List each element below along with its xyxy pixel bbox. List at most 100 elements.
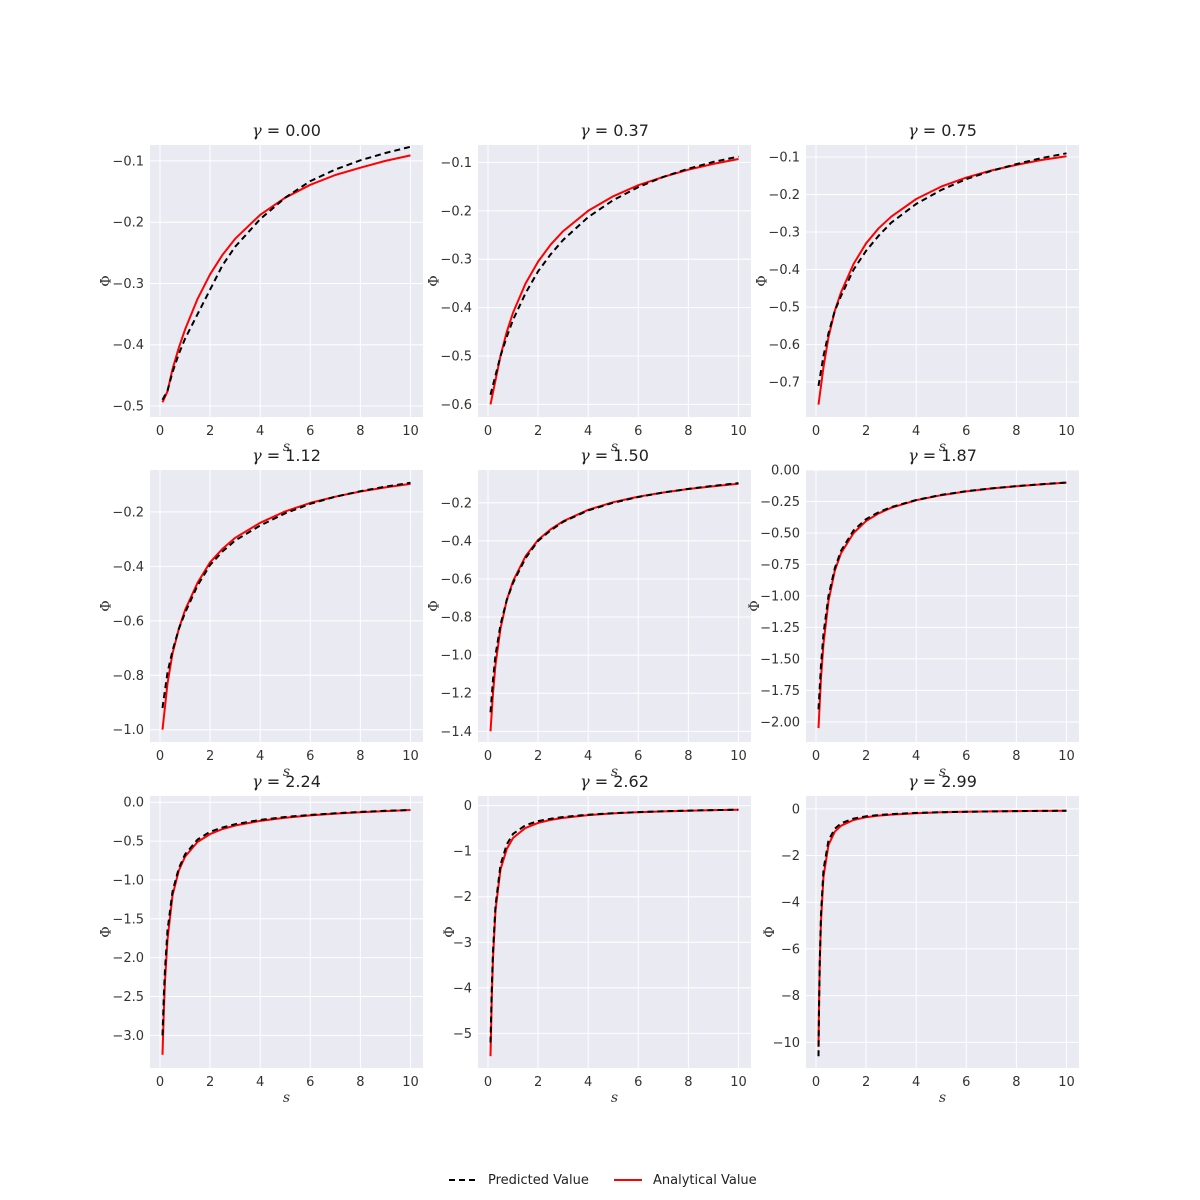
panel-3: 0 2 4 6 8 10 −0.7 −0.6 −0.5 −0.4 −0.3 −0.2 −0.1 s Φγ =… bbox=[755, 121, 1079, 455]
panels-layer: 0 2 4 6 8 10 −0.5 −0.4 −0.3 −0.2 −0.1 s Φγ = 0.00 0 2 4… bbox=[99, 121, 1079, 1106]
y-tick-label: −0.2 bbox=[112, 216, 144, 231]
y-tick-label: 0.00 bbox=[771, 464, 800, 479]
x-tick-label: 10 bbox=[1058, 749, 1075, 764]
series-predicted-line bbox=[489, 808, 739, 1043]
panel-5: 0 2 4 6 8 10 −1.4 −1.2 −1.0 −0.8 −0.6 −0.4 −0.2 s Φγ =… bbox=[427, 446, 751, 780]
y-axis-label: Φ bbox=[442, 926, 458, 937]
y-tick-label: −0.6 bbox=[112, 614, 144, 629]
y-tick-label: −0.5 bbox=[112, 399, 144, 414]
y-tick-label: −4 bbox=[453, 981, 472, 996]
gridlines bbox=[806, 145, 1079, 417]
x-tick-label: 0 bbox=[484, 424, 492, 439]
panel-background bbox=[478, 145, 751, 417]
y-tick-label: −0.3 bbox=[768, 226, 800, 241]
x-axis-label: s bbox=[939, 1090, 946, 1106]
x-tick-label: 0 bbox=[156, 1075, 164, 1090]
panel-title-symbol: γ bbox=[580, 446, 590, 465]
panel-title-value: = 2.99 bbox=[918, 772, 977, 791]
x-tick-label: 0 bbox=[156, 424, 164, 439]
gridlines bbox=[806, 796, 1079, 1068]
series-predicted-line bbox=[161, 809, 411, 1036]
x-tick-label: 10 bbox=[1058, 1075, 1075, 1090]
y-tick-label: −0.7 bbox=[768, 376, 800, 391]
series-predicted-line bbox=[817, 809, 1067, 1057]
panel-title: γ = 0.00 bbox=[252, 121, 321, 140]
y-tick-label: −1 bbox=[453, 845, 472, 860]
y-tick-label: −0.2 bbox=[440, 204, 472, 219]
y-tick-label: −3.0 bbox=[112, 1029, 144, 1044]
series-analytical-line bbox=[161, 482, 411, 730]
x-tick-label: 6 bbox=[306, 749, 314, 764]
panel-background bbox=[806, 470, 1079, 742]
panel-background bbox=[806, 796, 1079, 1068]
x-tick-label: 0 bbox=[484, 1075, 492, 1090]
x-axis-label: s bbox=[283, 439, 290, 455]
x-tick-label: 4 bbox=[912, 424, 920, 439]
y-tick-label: −0.2 bbox=[112, 505, 144, 520]
panel-title: γ = 2.62 bbox=[580, 772, 649, 791]
y-tick-label: −1.0 bbox=[112, 873, 144, 888]
x-tick-label: 10 bbox=[730, 1075, 747, 1090]
panel-background bbox=[150, 470, 423, 742]
panel-title-value: = 1.12 bbox=[262, 446, 321, 465]
x-tick-label: 8 bbox=[356, 424, 364, 439]
x-tick-label: 8 bbox=[356, 749, 364, 764]
panel-title-symbol: γ bbox=[580, 772, 590, 791]
y-tick-label: −0.5 bbox=[768, 301, 800, 316]
y-tick-label: −10 bbox=[773, 1036, 800, 1051]
gridlines bbox=[478, 796, 751, 1068]
y-axis-label: Φ bbox=[427, 275, 443, 286]
x-tick-label: 6 bbox=[306, 1075, 314, 1090]
panel-title-value: = 1.50 bbox=[590, 446, 649, 465]
series-predicted-line bbox=[161, 145, 411, 401]
y-tick-label: −2 bbox=[453, 890, 472, 905]
x-axis-label: s bbox=[611, 439, 618, 455]
gridlines bbox=[478, 470, 751, 742]
y-axis-label: Φ bbox=[427, 600, 443, 611]
x-tick-label: 0 bbox=[812, 1075, 820, 1090]
y-tick-label: −0.75 bbox=[760, 558, 800, 573]
x-tick-label: 4 bbox=[256, 1075, 264, 1090]
x-tick-label: 4 bbox=[256, 424, 264, 439]
y-tick-label: −1.25 bbox=[760, 621, 800, 636]
panel-title-symbol: γ bbox=[252, 446, 262, 465]
x-tick-label: 4 bbox=[584, 1075, 592, 1090]
y-tick-label: −1.75 bbox=[760, 684, 800, 699]
panel-title-value: = 1.87 bbox=[918, 446, 977, 465]
panel-title-value: = 2.62 bbox=[590, 772, 649, 791]
x-tick-label: 0 bbox=[156, 749, 164, 764]
y-tick-label: −0.4 bbox=[768, 263, 800, 278]
y-tick-label: −0.3 bbox=[112, 277, 144, 292]
panel-8: 0 2 4 6 8 10 −5 −4 −3 −2 −1 0 s Φγ = 2.62 bbox=[442, 772, 751, 1106]
y-tick-label: −6 bbox=[781, 942, 800, 957]
panel-background bbox=[478, 796, 751, 1068]
x-tick-label: 8 bbox=[684, 1075, 692, 1090]
y-axis-label: Φ bbox=[755, 275, 771, 286]
x-tick-label: 8 bbox=[1012, 424, 1020, 439]
x-tick-label: 2 bbox=[534, 424, 542, 439]
x-tick-label: 2 bbox=[534, 749, 542, 764]
x-tick-label: 8 bbox=[1012, 1075, 1020, 1090]
panel-title-value: = 0.00 bbox=[262, 121, 321, 140]
panel-background bbox=[478, 470, 751, 742]
y-tick-label: −0.1 bbox=[768, 151, 800, 166]
x-axis-label: s bbox=[283, 764, 290, 780]
panel-6: 0 2 4 6 8 10 −2.00 −1.75 −1.50 −1.25 −1.00 −0.75 −0.… bbox=[747, 446, 1079, 780]
y-tick-label: −0.6 bbox=[440, 398, 472, 413]
x-tick-label: 6 bbox=[306, 424, 314, 439]
y-tick-label: −4 bbox=[781, 896, 800, 911]
x-tick-label: 4 bbox=[912, 1075, 920, 1090]
x-tick-label: 0 bbox=[484, 749, 492, 764]
x-tick-label: 10 bbox=[402, 749, 419, 764]
y-axis-label: Φ bbox=[762, 926, 778, 937]
y-axis-label: Φ bbox=[747, 600, 763, 611]
y-tick-label: −2.5 bbox=[112, 990, 144, 1005]
x-tick-label: 8 bbox=[684, 749, 692, 764]
x-tick-label: 0 bbox=[812, 424, 820, 439]
x-axis-label: s bbox=[939, 764, 946, 780]
panel-title-value: = 2.24 bbox=[262, 772, 321, 791]
y-tick-label: −0.50 bbox=[760, 526, 800, 541]
y-tick-label: −1.00 bbox=[760, 589, 800, 604]
legend-analytical-label: Analytical Value bbox=[653, 1173, 757, 1188]
